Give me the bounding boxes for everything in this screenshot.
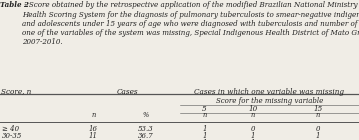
Text: 1: 1 (202, 139, 207, 140)
Text: 30-35: 30-35 (2, 132, 22, 140)
Text: 15: 15 (313, 105, 322, 113)
Text: n: n (316, 111, 320, 119)
Text: %: % (142, 111, 149, 119)
Text: 53.3: 53.3 (137, 125, 153, 133)
Text: Cases in which one variable was missing: Cases in which one variable was missing (194, 88, 344, 96)
Text: 1: 1 (251, 139, 255, 140)
Text: Score for the missing variable: Score for the missing variable (216, 97, 323, 105)
Text: ≥ 40: ≥ 40 (2, 125, 19, 133)
Text: 1: 1 (202, 132, 207, 140)
Text: Table 2: Table 2 (0, 1, 29, 9)
Text: 1: 1 (316, 132, 320, 140)
Text: 10.0: 10.0 (137, 139, 153, 140)
Text: 1: 1 (251, 132, 255, 140)
Text: 1: 1 (202, 125, 207, 133)
Text: n: n (251, 111, 255, 119)
Text: 16: 16 (89, 125, 98, 133)
Text: ≤ 25: ≤ 25 (2, 139, 19, 140)
Text: Score, n: Score, n (1, 88, 31, 96)
Text: 0: 0 (251, 125, 255, 133)
Text: 5: 5 (202, 105, 207, 113)
Text: n: n (202, 111, 207, 119)
Text: 36.7: 36.7 (137, 132, 153, 140)
Text: 10: 10 (248, 105, 258, 113)
Text: 0: 0 (316, 125, 320, 133)
Text: Cases: Cases (117, 88, 138, 96)
Text: 11: 11 (89, 132, 98, 140)
Text: 0: 0 (316, 139, 320, 140)
Text: n: n (91, 111, 95, 119)
Text: - Score obtained by the retrospective application of the modified Brazilian Nati: - Score obtained by the retrospective ap… (22, 1, 359, 46)
Text: 3: 3 (91, 139, 95, 140)
